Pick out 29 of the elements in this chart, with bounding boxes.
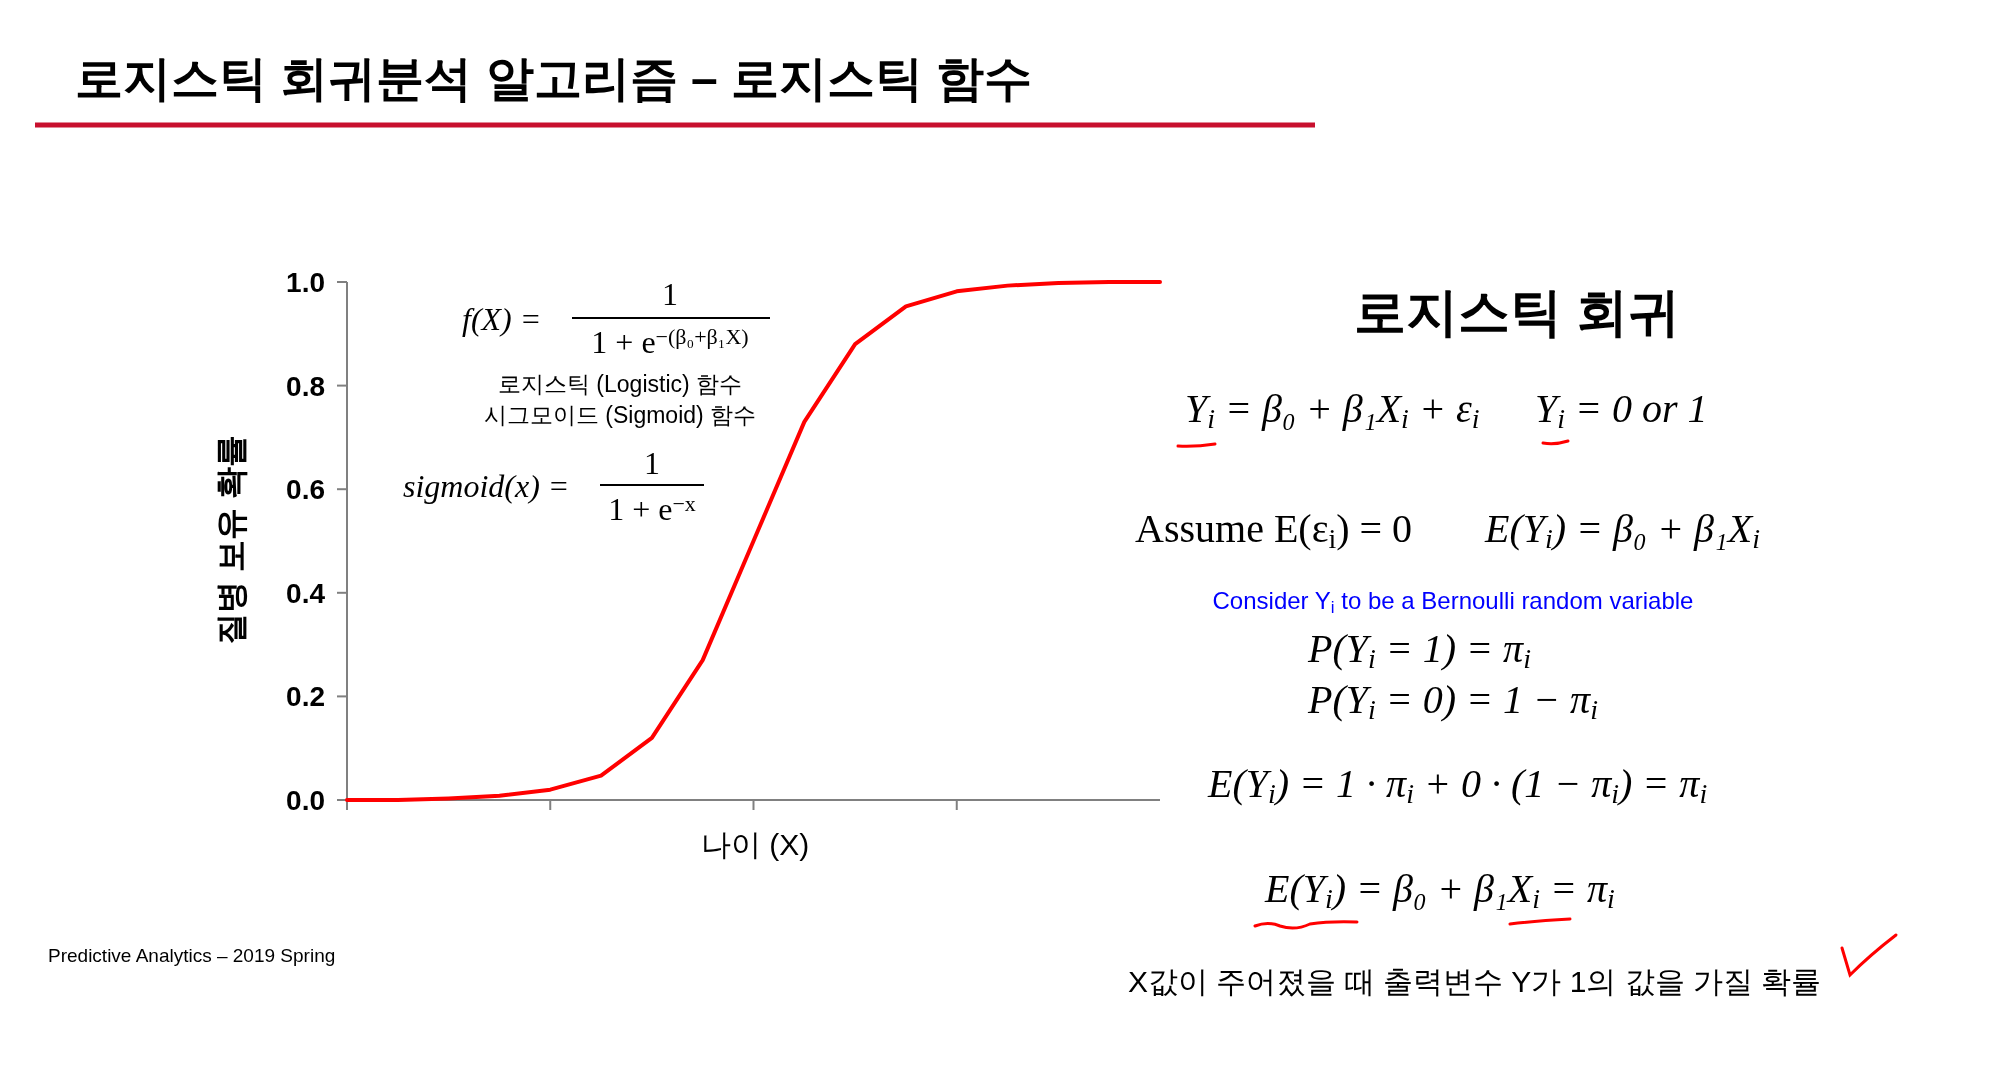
text: P(Y$_{i}$ = 0) = 1 − π$_{i}$ bbox=[1307, 677, 1598, 726]
y-tick-label: 0.4 bbox=[286, 577, 326, 609]
text: Consider Y$_{i}$ to be a Bernoulli random variable bbox=[1212, 587, 1694, 617]
annotation: 1 bbox=[644, 445, 660, 481]
text: 로지스틱 회귀 bbox=[1353, 283, 1681, 341]
annotation: 1 + e$^{−x}$ bbox=[608, 491, 696, 527]
y-tick-label: 0.8 bbox=[286, 370, 325, 402]
annotation: Assume E(ε$_{i}$) = 0 bbox=[1135, 506, 1413, 555]
y-tick-label: 0.2 bbox=[286, 681, 325, 713]
annotation: 로지스틱 (Logistic) 함수 bbox=[497, 371, 743, 397]
y-tick-label: 0.0 bbox=[286, 785, 325, 816]
annotation: f(X) = bbox=[462, 301, 542, 337]
annotation: 1 + e$^{−(β₀+β₁X)}$ bbox=[591, 324, 749, 360]
annotation: sigmoid(x) = bbox=[403, 468, 570, 504]
annotation: 시그모이드 (Sigmoid) 함수 bbox=[483, 402, 757, 428]
chart-title: 로지스틱 회귀분석 알고리즘 – 로지스틱 함수 bbox=[75, 52, 1033, 105]
text: E(Y$_{i}$) = β₀ + β₁X$_{i}$ bbox=[1484, 506, 1760, 555]
x-axis-title: 나이 (X) bbox=[700, 828, 810, 861]
y-tick-label: 1.0 bbox=[286, 267, 325, 298]
annotation: 1 bbox=[662, 276, 678, 312]
text: Predictive Analytics – 2019 Spring bbox=[48, 945, 336, 966]
text: X값이 주어졌을 때 출력변수 Y가 1의 값을 가질 확률 bbox=[1128, 965, 1822, 998]
y-tick-label: 0.6 bbox=[286, 474, 325, 506]
text: P(Y$_{i}$ = 1) = π$_{i}$ bbox=[1307, 626, 1531, 675]
y-axis-title: 질병 보유 확률 bbox=[213, 435, 249, 645]
text: E(Y$_{i}$) = β₀ + β₁X$_{i}$ = π$_{i}$ bbox=[1264, 866, 1615, 915]
text: E(Y$_{i}$) = 1 · π$_{i}$ + 0 · (1 − π$_{i}$) = π$_{i}$ bbox=[1207, 761, 1708, 810]
text: Y$_{i}$ = β₀ + β₁X$_{i}$ + ε$_{i}$ bbox=[1185, 386, 1480, 435]
text: Y$_{i}$ = 0 or 1 bbox=[1535, 386, 1708, 435]
